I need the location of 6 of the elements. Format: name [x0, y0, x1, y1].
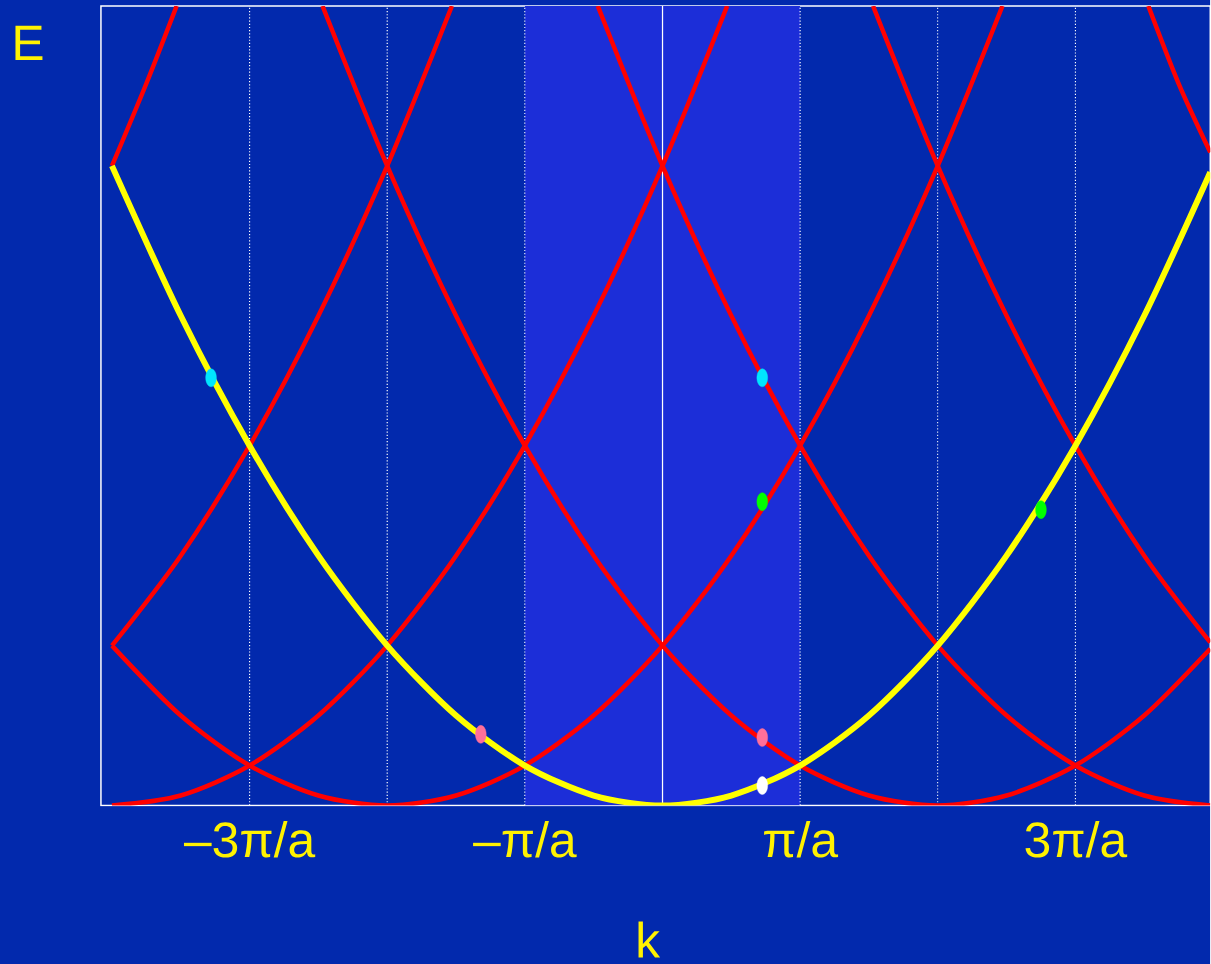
- y-axis-title: E: [15, 25, 43, 60]
- x-tick-label: 3π/a: [1025, 820, 1128, 858]
- x-axis-title: k: [638, 921, 661, 958]
- x-tick-label: π/a: [764, 820, 839, 858]
- x-tick-label: –3π/a: [183, 820, 316, 858]
- x-tick-label: –π/a: [473, 820, 577, 858]
